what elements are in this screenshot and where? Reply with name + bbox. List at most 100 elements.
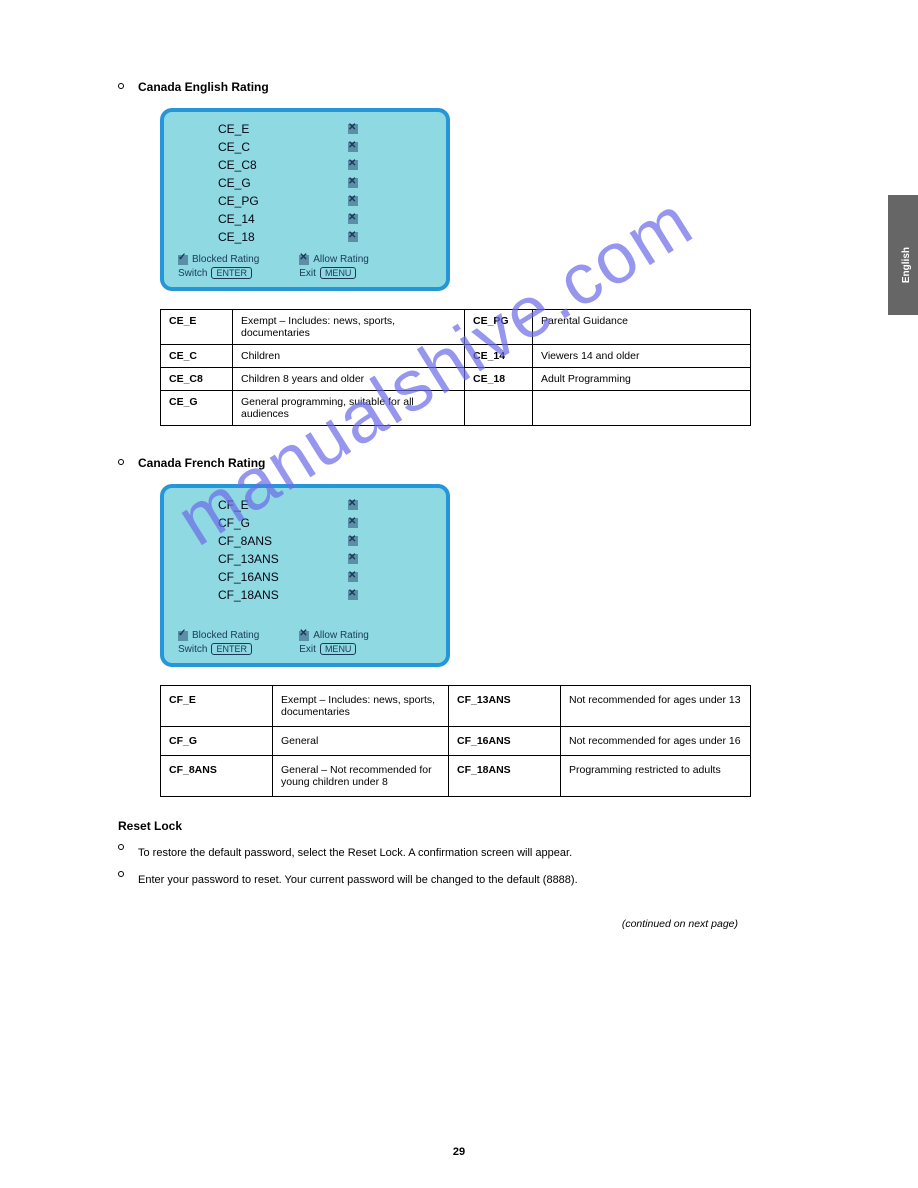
exit-label: Exit — [299, 268, 316, 279]
rating-checkbox-icon — [348, 572, 358, 582]
rating-item: CF_13ANS — [178, 552, 432, 566]
continued-note: (continued on next page) — [100, 918, 738, 930]
rating-checkbox-icon — [348, 554, 358, 564]
table-row: CE_EExempt – Includes: news, sports, doc… — [161, 310, 751, 345]
table-cell: General – Not recommended for young chil… — [273, 756, 449, 797]
enter-button-icon: ENTER — [211, 643, 252, 655]
bullet-icon — [118, 83, 124, 89]
rating-label: CE_E — [218, 122, 348, 136]
table-cell: CE_G — [161, 391, 233, 426]
table-cell: Children 8 years and older — [233, 368, 465, 391]
checkbox-x-icon — [299, 255, 309, 265]
cf-rating-panel: CF_ECF_GCF_8ANSCF_13ANSCF_16ANSCF_18ANS … — [160, 484, 450, 667]
table-cell: CF_8ANS — [161, 756, 273, 797]
rating-item: CF_E — [178, 498, 432, 512]
table-cell: General — [273, 727, 449, 756]
table-cell: CE_14 — [465, 345, 533, 368]
enter-button-icon: ENTER — [211, 267, 252, 279]
rating-label: CE_G — [218, 176, 348, 190]
section1-bullet: Canada English Rating — [118, 80, 818, 94]
rating-label: CF_8ANS — [218, 534, 348, 548]
rating-checkbox-icon — [348, 142, 358, 152]
rating-checkbox-icon — [348, 518, 358, 528]
table-row: CF_GGeneralCF_16ANSNot recommended for a… — [161, 727, 751, 756]
rating-item: CE_14 — [178, 212, 432, 226]
reset-text-2: Enter your password to reset. Your curre… — [138, 872, 738, 889]
rating-item: CE_18 — [178, 230, 432, 244]
table-cell: CF_16ANS — [449, 727, 561, 756]
rating-item: CF_G — [178, 516, 432, 530]
section2-title: Canada French Rating — [138, 456, 265, 470]
table-cell: Exempt – Includes: news, sports, documen… — [273, 686, 449, 727]
table-cell: CE_C8 — [161, 368, 233, 391]
table-cell — [533, 391, 751, 426]
rating-item: CF_8ANS — [178, 534, 432, 548]
rating-label: CF_16ANS — [218, 570, 348, 584]
table-row: CE_GGeneral programming, suitable for al… — [161, 391, 751, 426]
table-cell: Children — [233, 345, 465, 368]
reset-lock-heading: Reset Lock — [118, 819, 818, 833]
table-cell: Viewers 14 and older — [533, 345, 751, 368]
section1-title: Canada English Rating — [138, 80, 269, 94]
rating-checkbox-icon — [348, 232, 358, 242]
table-cell: Adult Programming — [533, 368, 751, 391]
allow-rating-label: Allow Rating — [313, 630, 369, 641]
rating-label: CF_18ANS — [218, 588, 348, 602]
reset-text-1: To restore the default password, select … — [138, 845, 738, 862]
rating-label: CF_E — [218, 498, 348, 512]
section2-bullet: Canada French Rating — [118, 456, 818, 470]
rating-checkbox-icon — [348, 160, 358, 170]
rating-label: CE_PG — [218, 194, 348, 208]
table-cell: CE_E — [161, 310, 233, 345]
table-row: CE_CChildrenCE_14Viewers 14 and older — [161, 345, 751, 368]
rating-label: CE_14 — [218, 212, 348, 226]
bullet-icon — [118, 844, 124, 850]
table-cell: Not recommended for ages under 16 — [561, 727, 751, 756]
rating-checkbox-icon — [348, 124, 358, 134]
table-row: CF_8ANSGeneral – Not recommended for you… — [161, 756, 751, 797]
panel-footer: Blocked Rating Switch ENTER Allow Rating… — [178, 254, 432, 279]
blocked-rating-label: Blocked Rating — [192, 254, 259, 265]
english-tab-label: English — [901, 247, 912, 283]
page-content: Canada English Rating CE_ECE_CCE_C8CE_GC… — [0, 0, 918, 970]
table-cell: CE_PG — [465, 310, 533, 345]
cf-ratings-table: CF_EExempt – Includes: news, sports, doc… — [160, 685, 751, 797]
ce-ratings-table: CE_EExempt – Includes: news, sports, doc… — [160, 309, 751, 426]
rating-checkbox-icon — [348, 214, 358, 224]
table-cell: CF_E — [161, 686, 273, 727]
switch-label: Switch — [178, 644, 207, 655]
table-cell: CF_G — [161, 727, 273, 756]
page-number: 29 — [453, 1146, 465, 1158]
rating-item: CF_16ANS — [178, 570, 432, 584]
reset-bullet-2: Enter your password to reset. Your curre… — [118, 868, 818, 889]
rating-label: CE_C8 — [218, 158, 348, 172]
rating-item: CE_G — [178, 176, 432, 190]
checkbox-x-icon — [299, 631, 309, 641]
rating-item: CE_C8 — [178, 158, 432, 172]
table-cell: Parental Guidance — [533, 310, 751, 345]
rating-checkbox-icon — [348, 590, 358, 600]
table-cell: Exempt – Includes: news, sports, documen… — [233, 310, 465, 345]
checkbox-icon — [178, 255, 188, 265]
rating-label: CE_C — [218, 140, 348, 154]
rating-label: CF_G — [218, 516, 348, 530]
table-cell: General programming, suitable for all au… — [233, 391, 465, 426]
table-cell — [465, 391, 533, 426]
rating-label: CF_13ANS — [218, 552, 348, 566]
rating-checkbox-icon — [348, 536, 358, 546]
table-cell: Not recommended for ages under 13 — [561, 686, 751, 727]
rating-item: CE_E — [178, 122, 432, 136]
menu-button-icon: MENU — [320, 267, 357, 279]
ce-rating-panel: CE_E CE_C CE_C8 CE_G CE_PG CE_14 CE_18 Blocked… — [160, 108, 450, 291]
switch-label: Switch — [178, 268, 207, 279]
bullet-icon — [118, 459, 124, 465]
rating-checkbox-icon — [348, 196, 358, 206]
table-cell: CE_C — [161, 345, 233, 368]
menu-button-icon: MENU — [320, 643, 357, 655]
reset-bullet-1: To restore the default password, select … — [118, 841, 818, 862]
table-row: CF_EExempt – Includes: news, sports, doc… — [161, 686, 751, 727]
rating-label: CE_18 — [218, 230, 348, 244]
blocked-rating-label: Blocked Rating — [192, 630, 259, 641]
rating-item: CE_C — [178, 140, 432, 154]
table-cell: CF_18ANS — [449, 756, 561, 797]
